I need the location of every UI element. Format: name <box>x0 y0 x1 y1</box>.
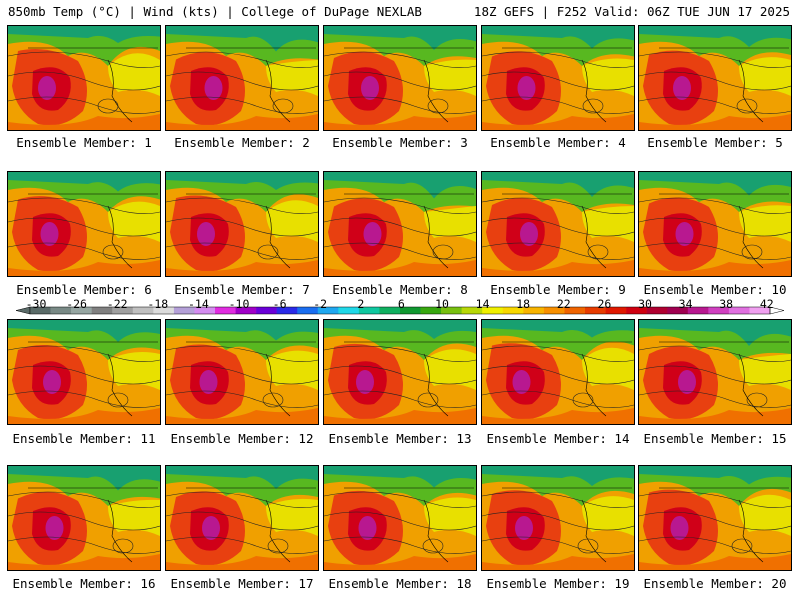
colorbar-swatch <box>400 307 421 314</box>
colorbar-tick: -30 <box>25 297 47 311</box>
ensemble-member-map <box>481 171 635 277</box>
ensemble-member-label: Ensemble Member: 2 <box>174 135 310 150</box>
colorbar-tick: -26 <box>66 297 87 311</box>
colorbar-tick: 6 <box>397 297 405 311</box>
colorbar-tick: 42 <box>759 297 774 311</box>
colorbar-tick: 22 <box>556 297 571 311</box>
colorbar-swatch <box>420 307 442 314</box>
ensemble-member-label: Ensemble Member: 10 <box>643 282 787 297</box>
ensemble-member-map <box>7 465 161 571</box>
ensemble-member-label: Ensemble Member: 6 <box>16 282 152 297</box>
colorbar-swatch <box>317 307 339 314</box>
colorbar-swatch <box>132 307 154 314</box>
colorbar-swatch <box>153 307 175 314</box>
ensemble-member-label: Ensemble Member: 14 <box>486 431 630 446</box>
header-title: 850mb Temp (°C) | Wind (kts) | College o… <box>8 4 422 19</box>
ensemble-member-map <box>323 25 477 131</box>
ensemble-member-map <box>165 319 319 425</box>
ensemble-member-label: Ensemble Member: 3 <box>332 135 468 150</box>
colorbar-swatch <box>358 307 380 314</box>
ensemble-member-map <box>7 171 161 277</box>
colorbar-tick: -18 <box>147 297 169 311</box>
ensemble-member-label: Ensemble Member: 11 <box>12 431 156 446</box>
ensemble-member-label: Ensemble Member: 13 <box>328 431 472 446</box>
header-valid-time: 18Z GEFS | F252 Valid: 06Z TUE JUN 17 20… <box>473 4 790 19</box>
colorbar-tick: -22 <box>106 297 128 311</box>
ensemble-member-label: Ensemble Member: 9 <box>490 282 626 297</box>
colorbar-swatch <box>605 307 627 314</box>
colorbar-swatch <box>441 307 462 314</box>
ensemble-member-label: Ensemble Member: 18 <box>328 576 472 591</box>
colorbar-swatch <box>646 307 668 314</box>
colorbar-swatch <box>687 307 709 314</box>
ensemble-member-map <box>323 319 477 425</box>
ensemble-member-map <box>165 171 319 277</box>
colorbar-swatch <box>297 307 319 314</box>
colorbar-swatch <box>91 307 113 314</box>
ensemble-member-map <box>638 319 792 425</box>
colorbar-swatch <box>667 307 689 314</box>
colorbar-tick: 34 <box>678 297 693 311</box>
ensemble-member-map <box>638 465 792 571</box>
colorbar-tick: 14 <box>475 297 490 311</box>
colorbar-tick: -2 <box>313 297 328 311</box>
ensemble-member-label: Ensemble Member: 7 <box>174 282 310 297</box>
ensemble-member-map <box>481 465 635 571</box>
colorbar-swatch <box>564 307 586 314</box>
ensemble-member-map <box>7 25 161 131</box>
colorbar-tick: -14 <box>188 297 209 311</box>
colorbar-swatch <box>461 307 483 314</box>
ensemble-member-map <box>638 171 792 277</box>
ensemble-member-map <box>323 171 477 277</box>
colorbar-swatch <box>728 307 750 314</box>
ensemble-member-map <box>323 465 477 571</box>
temperature-colorbar <box>15 306 785 315</box>
colorbar-swatch <box>338 307 360 314</box>
ensemble-member-map <box>165 465 319 571</box>
colorbar-swatch <box>708 307 730 314</box>
ensemble-member-label: Ensemble Member: 4 <box>490 135 626 150</box>
ensemble-member-map <box>165 25 319 131</box>
colorbar-swatch <box>523 307 545 314</box>
colorbar-swatch <box>235 307 257 314</box>
ensemble-member-label: Ensemble Member: 19 <box>486 576 630 591</box>
colorbar-swatch <box>112 307 134 314</box>
ensemble-member-label: Ensemble Member: 16 <box>12 576 156 591</box>
colorbar-tick: -10 <box>228 297 250 311</box>
colorbar-swatch <box>482 307 504 314</box>
colorbar-swatch <box>256 307 277 314</box>
ensemble-member-label: Ensemble Member: 17 <box>170 576 314 591</box>
ensemble-member-map <box>481 25 635 131</box>
colorbar-swatch <box>543 307 565 314</box>
colorbar-swatch <box>50 307 72 314</box>
colorbar-tick: 18 <box>516 297 531 311</box>
colorbar-tick: 26 <box>597 297 612 311</box>
ensemble-member-label: Ensemble Member: 15 <box>643 431 787 446</box>
colorbar-tick: 2 <box>357 297 365 311</box>
ensemble-member-label: Ensemble Member: 1 <box>16 135 152 150</box>
colorbar-swatch <box>173 307 195 314</box>
colorbar-swatch <box>30 307 51 314</box>
ensemble-member-label: Ensemble Member: 8 <box>332 282 468 297</box>
colorbar-swatch <box>502 307 524 314</box>
ensemble-member-map <box>638 25 792 131</box>
ensemble-member-map <box>481 319 635 425</box>
colorbar-swatch <box>194 307 216 314</box>
colorbar-swatch <box>626 307 647 314</box>
ensemble-member-label: Ensemble Member: 12 <box>170 431 314 446</box>
ensemble-member-map <box>7 319 161 425</box>
colorbar-tick: 10 <box>435 297 449 311</box>
colorbar-swatch <box>585 307 606 314</box>
colorbar-swatch <box>276 307 298 314</box>
colorbar-swatch <box>215 307 236 314</box>
ensemble-member-label: Ensemble Member: 20 <box>643 576 787 591</box>
colorbar-swatch <box>71 307 92 314</box>
colorbar-swatch <box>749 307 771 314</box>
ensemble-member-label: Ensemble Member: 5 <box>647 135 783 150</box>
colorbar-swatch <box>379 307 401 314</box>
colorbar-tick: -6 <box>272 297 287 311</box>
colorbar-tick: 30 <box>638 297 652 311</box>
colorbar-tick: 38 <box>719 297 734 311</box>
